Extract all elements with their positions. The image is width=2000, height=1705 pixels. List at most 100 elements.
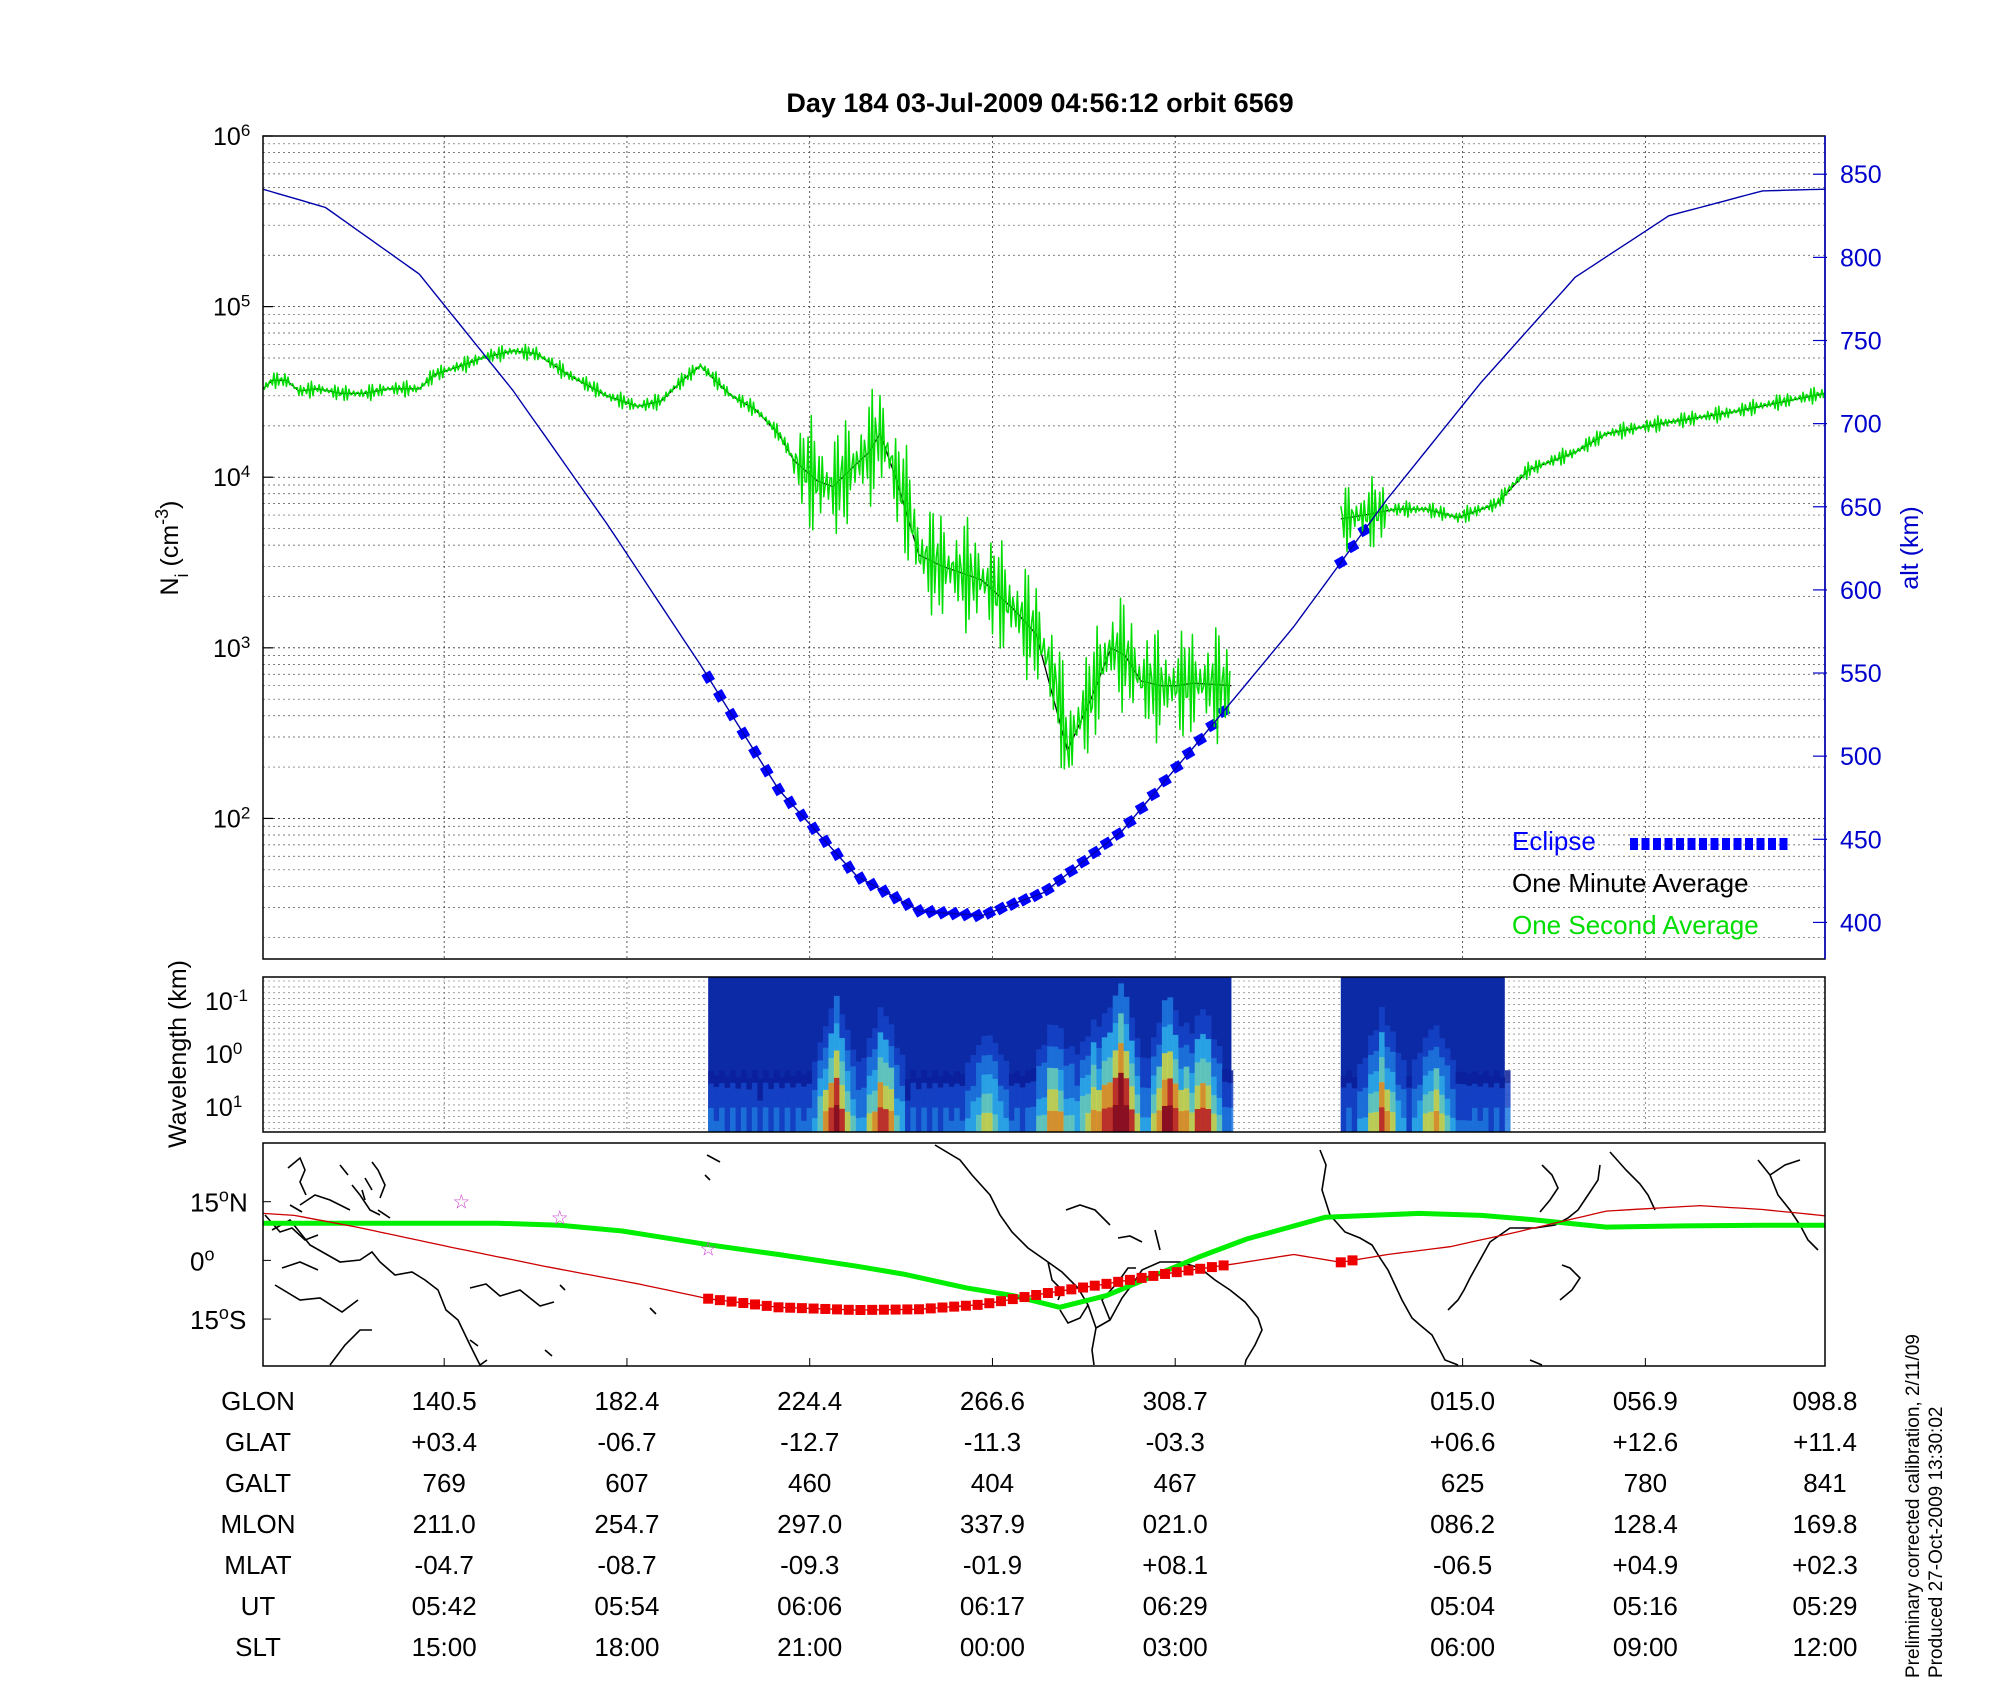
spectrogram-column-segment <box>801 1109 807 1121</box>
info-cell: 404 <box>971 1468 1014 1498</box>
spectrogram-column-segment <box>1211 1076 1217 1096</box>
spectrogram-column-segment <box>1395 1068 1402 1085</box>
spectrogram-column-segment <box>1222 1094 1228 1108</box>
spectrogram-column-segment <box>822 1068 829 1091</box>
spectrogram-column-segment <box>1107 1007 1114 1033</box>
spectrogram-column-segment <box>1172 1034 1179 1060</box>
spectrogram-column-segment <box>822 1110 829 1133</box>
spectrogram-column-segment <box>850 1099 857 1116</box>
spectrogram-column-segment <box>784 1095 791 1108</box>
spectrogram-column-segment <box>1068 1080 1075 1099</box>
alt-ytick-label: 600 <box>1840 577 1882 605</box>
spectrogram-column-segment <box>1417 1100 1424 1117</box>
spectrogram-column-segment <box>1129 1063 1135 1087</box>
spectrogram-column-segment <box>1471 1095 1478 1109</box>
spectrogram-column-segment <box>730 1094 736 1108</box>
spectrogram-column-segment <box>1194 1108 1201 1133</box>
spectrogram-column-segment <box>1444 1081 1451 1099</box>
spectrogram-column-segment <box>1450 1103 1456 1118</box>
spectrogram-column-segment <box>806 1107 813 1121</box>
spectrogram-column-segment <box>1036 1115 1042 1133</box>
spectrogram-column-segment <box>1400 1103 1407 1118</box>
legend-eclipse-swatch-mark <box>1664 838 1673 850</box>
spectrogram-column-segment <box>1450 1088 1456 1104</box>
spectrogram-column-segment <box>943 1107 950 1121</box>
spectrogram-column-segment <box>1161 1105 1168 1133</box>
spectrogram-column-segment <box>1183 1066 1190 1089</box>
spectrogram-column-segment <box>861 1087 868 1103</box>
spectrogram-column-segment <box>746 1099 753 1111</box>
spectrogram-column-segment <box>1357 1077 1363 1092</box>
spectrogram-column-segment <box>1471 1071 1478 1084</box>
spectrogram-column-segment <box>730 1107 736 1120</box>
spectrogram-column-segment <box>1052 1025 1059 1047</box>
spectrogram-column-segment <box>1461 1119 1467 1133</box>
spectrogram-column-segment <box>1504 1119 1511 1133</box>
info-cell: +08.1 <box>1142 1550 1208 1580</box>
eclipse-track-marker <box>1089 1280 1100 1291</box>
spectrogram-column-segment <box>1167 1105 1174 1133</box>
spectrogram-column-segment <box>1150 1037 1157 1057</box>
spectrogram-column-segment <box>1008 1073 1015 1086</box>
spectrogram-column-segment <box>1041 1044 1048 1063</box>
spectrogram-column-segment <box>1008 1097 1015 1110</box>
info-cell: 15:00 <box>412 1632 477 1662</box>
spectrogram-column-segment <box>1008 1120 1015 1133</box>
spectrogram-column-segment <box>1172 1058 1179 1084</box>
spectrogram-column-segment <box>790 1109 796 1122</box>
spectrogram-column-segment <box>915 1088 922 1101</box>
spectrogram-column-segment <box>1118 1102 1124 1133</box>
legend-eclipse-label: Eclipse <box>1512 826 1596 856</box>
spectrogram-column-segment <box>1200 1033 1206 1059</box>
spectrogram-column-segment <box>1068 1046 1075 1064</box>
spectrogram-column-segment <box>1357 1064 1363 1078</box>
spectrogram-column-segment <box>1428 1050 1435 1071</box>
spectrogram-column-segment <box>773 1119 780 1133</box>
spectrogram-column-segment <box>1389 1111 1396 1133</box>
info-cell: 05:04 <box>1430 1591 1495 1621</box>
info-cell: 18:00 <box>594 1632 659 1662</box>
spectrogram-column-segment <box>757 1079 764 1090</box>
spectrogram-column-segment <box>1189 1053 1196 1074</box>
spectrogram-column-segment <box>1411 1103 1418 1118</box>
info-cell: 140.5 <box>412 1386 477 1416</box>
spectrogram-column-segment <box>855 1075 862 1091</box>
spectrogram-column-segment <box>740 1070 747 1083</box>
eclipse-track-marker <box>832 1304 843 1315</box>
spectrogram-column-segment <box>812 1089 818 1105</box>
spectrogram-column-segment <box>1096 1110 1103 1133</box>
spectrogram-column-segment <box>1090 1109 1097 1133</box>
info-cell: 086.2 <box>1430 1509 1495 1539</box>
spectrogram-column-segment <box>1019 1076 1026 1088</box>
spectrogram-column-segment <box>1036 1065 1042 1083</box>
spectrogram-column-segment <box>1368 1112 1374 1133</box>
spectrogram-column-segment <box>1368 1054 1374 1075</box>
info-cell: -04.7 <box>415 1550 474 1580</box>
spectrogram-column-segment <box>915 1110 922 1122</box>
spec-ytick-1-base: 10 <box>205 988 233 1016</box>
spectrogram-column-segment <box>997 1116 1004 1133</box>
spectrogram-column-segment <box>1504 1094 1511 1108</box>
altitude-line <box>262 188 1826 917</box>
alt-ytick-label: 750 <box>1840 328 1882 356</box>
legend-eclipse-swatch-mark <box>1710 838 1719 850</box>
star-marker: ☆ <box>551 1207 569 1229</box>
spectrogram-column-segment <box>730 1070 736 1083</box>
spectrogram-column-segment <box>1433 1110 1440 1133</box>
spectrogram-column-segment <box>1455 1083 1462 1097</box>
spectrogram-column-segment <box>735 1088 742 1100</box>
spectrogram-column-segment <box>1422 1056 1429 1076</box>
spectrogram-column-segment <box>1068 1114 1075 1133</box>
spectrogram-column-segment <box>1406 1098 1413 1111</box>
spectrogram-column-segment <box>948 1109 955 1121</box>
spectrogram-column-segment <box>806 1119 813 1133</box>
spectrogram-column-segment <box>1227 1094 1234 1108</box>
spectrogram-column-segment <box>1079 1113 1086 1133</box>
spectrogram-column-segment <box>1003 1117 1010 1133</box>
spectrogram-column-segment <box>1145 1058 1152 1074</box>
coastline-africa <box>1319 1149 1601 1366</box>
spectrogram-column-segment <box>899 1085 906 1102</box>
spectrogram-column-segment <box>904 1079 911 1091</box>
info-cell: -03.3 <box>1146 1427 1205 1457</box>
spectrogram-column-segment <box>910 1107 917 1120</box>
